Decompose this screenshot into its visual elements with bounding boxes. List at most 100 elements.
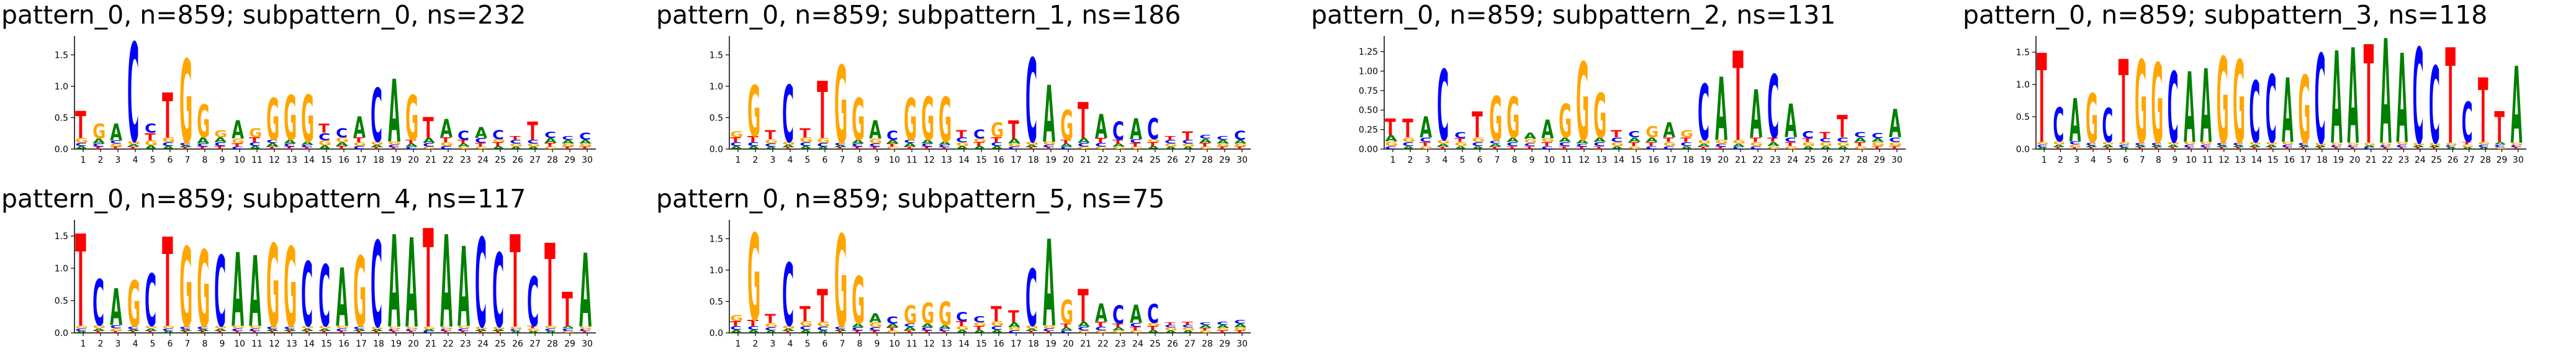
logo-letter-G: G bbox=[284, 225, 297, 353]
logo-letter-A: A bbox=[214, 328, 227, 332]
logo-letter-T: T bbox=[852, 146, 863, 150]
logo-letter-T: T bbox=[1541, 141, 1552, 147]
logo-letter-A: A bbox=[579, 139, 592, 145]
logo-letter-C: C bbox=[1732, 147, 1744, 150]
x-tick-label: 10 bbox=[889, 339, 900, 349]
logo-letter-A: A bbox=[2396, 29, 2408, 171]
logo-letter-T: T bbox=[1646, 141, 1657, 147]
logo-letter-T: T bbox=[1767, 137, 1778, 144]
x-tick-label: 20 bbox=[1063, 155, 1074, 165]
logo-letter-A: A bbox=[1078, 137, 1091, 144]
logo-letter-C: C bbox=[1043, 328, 1055, 332]
logo-letter-A: A bbox=[1217, 324, 1230, 329]
logo-letter-G: G bbox=[232, 325, 245, 329]
logo-letter-G: G bbox=[1593, 81, 1606, 152]
logo-letter-C: C bbox=[2086, 142, 2097, 146]
x-tick-label: 20 bbox=[1718, 155, 1729, 165]
logo-letter-A: A bbox=[1889, 102, 1901, 147]
x-tick-label: 13 bbox=[1596, 155, 1607, 165]
logo-letter-A: A bbox=[1025, 144, 1038, 148]
logo-letter-C: C bbox=[2511, 145, 2522, 148]
logo-letter-C: C bbox=[1715, 143, 1727, 148]
logo-letter-G: G bbox=[765, 138, 778, 145]
logo-letter-A: A bbox=[2119, 147, 2131, 150]
x-tick-label: 7 bbox=[185, 155, 191, 165]
logo-letter-G: G bbox=[2364, 142, 2376, 146]
logo-letter-A: A bbox=[353, 329, 366, 332]
x-tick-label: 22 bbox=[1752, 155, 1763, 165]
logo-letter-A: A bbox=[423, 329, 436, 332]
logo-letter-C: C bbox=[1437, 50, 1449, 163]
logo-letter-A: A bbox=[799, 145, 813, 150]
x-tick-label: 13 bbox=[286, 339, 297, 349]
logo-letter-C: C bbox=[2445, 145, 2456, 148]
logo-letter-G: G bbox=[1785, 145, 1798, 150]
logo-letter-C: C bbox=[1819, 137, 1831, 143]
logo-letter-T: T bbox=[162, 81, 173, 152]
logo-letter-A: A bbox=[730, 145, 743, 150]
logo-letter-T: T bbox=[371, 330, 382, 334]
logo-letter-T: T bbox=[579, 330, 590, 334]
logo-letter-A: A bbox=[1043, 216, 1055, 354]
x-tick-label: 28 bbox=[1202, 155, 1213, 165]
logo-letter-G: G bbox=[765, 322, 778, 329]
logo-letter-C: C bbox=[2396, 144, 2407, 148]
logo-letter-G: G bbox=[2494, 147, 2506, 150]
logo-letter-A: A bbox=[2380, 10, 2392, 177]
logo-letter-C: C bbox=[388, 329, 400, 332]
logo-letter-C: C bbox=[1889, 137, 1901, 144]
logo-letter-G: G bbox=[457, 325, 471, 329]
logo-letter-T: T bbox=[2249, 147, 2259, 150]
x-tick-label: 25 bbox=[495, 339, 506, 349]
logo-letter-C: C bbox=[921, 327, 933, 331]
x-tick-label: 6 bbox=[168, 339, 173, 349]
logo-letter-A: A bbox=[1043, 70, 1055, 160]
logo-letter-C: C bbox=[92, 143, 104, 147]
logo-letter-C: C bbox=[1130, 322, 1142, 328]
logo-letter-G: G bbox=[2037, 142, 2049, 145]
logo-letter-A: A bbox=[457, 143, 471, 147]
logo-letter-G: G bbox=[2396, 142, 2408, 145]
logo-letter-C: C bbox=[179, 326, 191, 330]
x-tick-label: 29 bbox=[564, 339, 575, 349]
logo-letter-C: C bbox=[2168, 53, 2179, 166]
logo-letter-G: G bbox=[527, 143, 540, 147]
logo-letter-C: C bbox=[232, 328, 243, 332]
logo-letter-T: T bbox=[2298, 147, 2308, 150]
x-tick-label: 29 bbox=[2497, 155, 2508, 165]
x-tick-label: 14 bbox=[304, 339, 315, 349]
logo-letter-A: A bbox=[179, 329, 192, 332]
logo-letter-T: T bbox=[1130, 142, 1141, 148]
logo-letter-C: C bbox=[904, 323, 916, 327]
x-tick-label: 4 bbox=[2091, 155, 2096, 165]
logo-letter-T: T bbox=[1837, 110, 1848, 145]
logo-letter-G: G bbox=[2184, 142, 2196, 145]
logo-letter-T: T bbox=[249, 330, 260, 334]
logo-letter-T: T bbox=[1680, 137, 1691, 144]
x-tick-label: 25 bbox=[1150, 155, 1161, 165]
x-tick-label: 12 bbox=[269, 339, 280, 349]
x-tick-label: 19 bbox=[1700, 155, 1711, 165]
logo-letter-G: G bbox=[371, 141, 384, 145]
logo-letter-G: G bbox=[440, 142, 453, 147]
logo-letter-C: C bbox=[405, 146, 417, 150]
logo-letter-G: G bbox=[2347, 142, 2359, 146]
x-tick-label: 6 bbox=[822, 155, 828, 165]
y-tick-label: 0.5 bbox=[709, 113, 723, 123]
logo-letter-C: C bbox=[1541, 145, 1553, 150]
logo-letter-G: G bbox=[956, 142, 969, 147]
logo-letter-C: C bbox=[869, 327, 881, 331]
x-tick-label: 14 bbox=[1613, 155, 1624, 165]
x-tick-label: 5 bbox=[805, 339, 811, 349]
logo-letter-T: T bbox=[1506, 145, 1518, 150]
logo-letter-G: G bbox=[921, 85, 934, 154]
y-tick-label: 1.0 bbox=[55, 264, 68, 274]
logo-letter-T: T bbox=[457, 330, 469, 334]
logo-letter-C: C bbox=[799, 325, 811, 331]
logo-letter-C: C bbox=[921, 143, 933, 147]
logo-letter-C: C bbox=[75, 142, 87, 147]
logo-letter-C: C bbox=[579, 329, 591, 332]
logo-letter-G: G bbox=[904, 301, 917, 329]
logo-letter-C: C bbox=[782, 245, 794, 347]
x-tick-label: 17 bbox=[356, 339, 367, 349]
